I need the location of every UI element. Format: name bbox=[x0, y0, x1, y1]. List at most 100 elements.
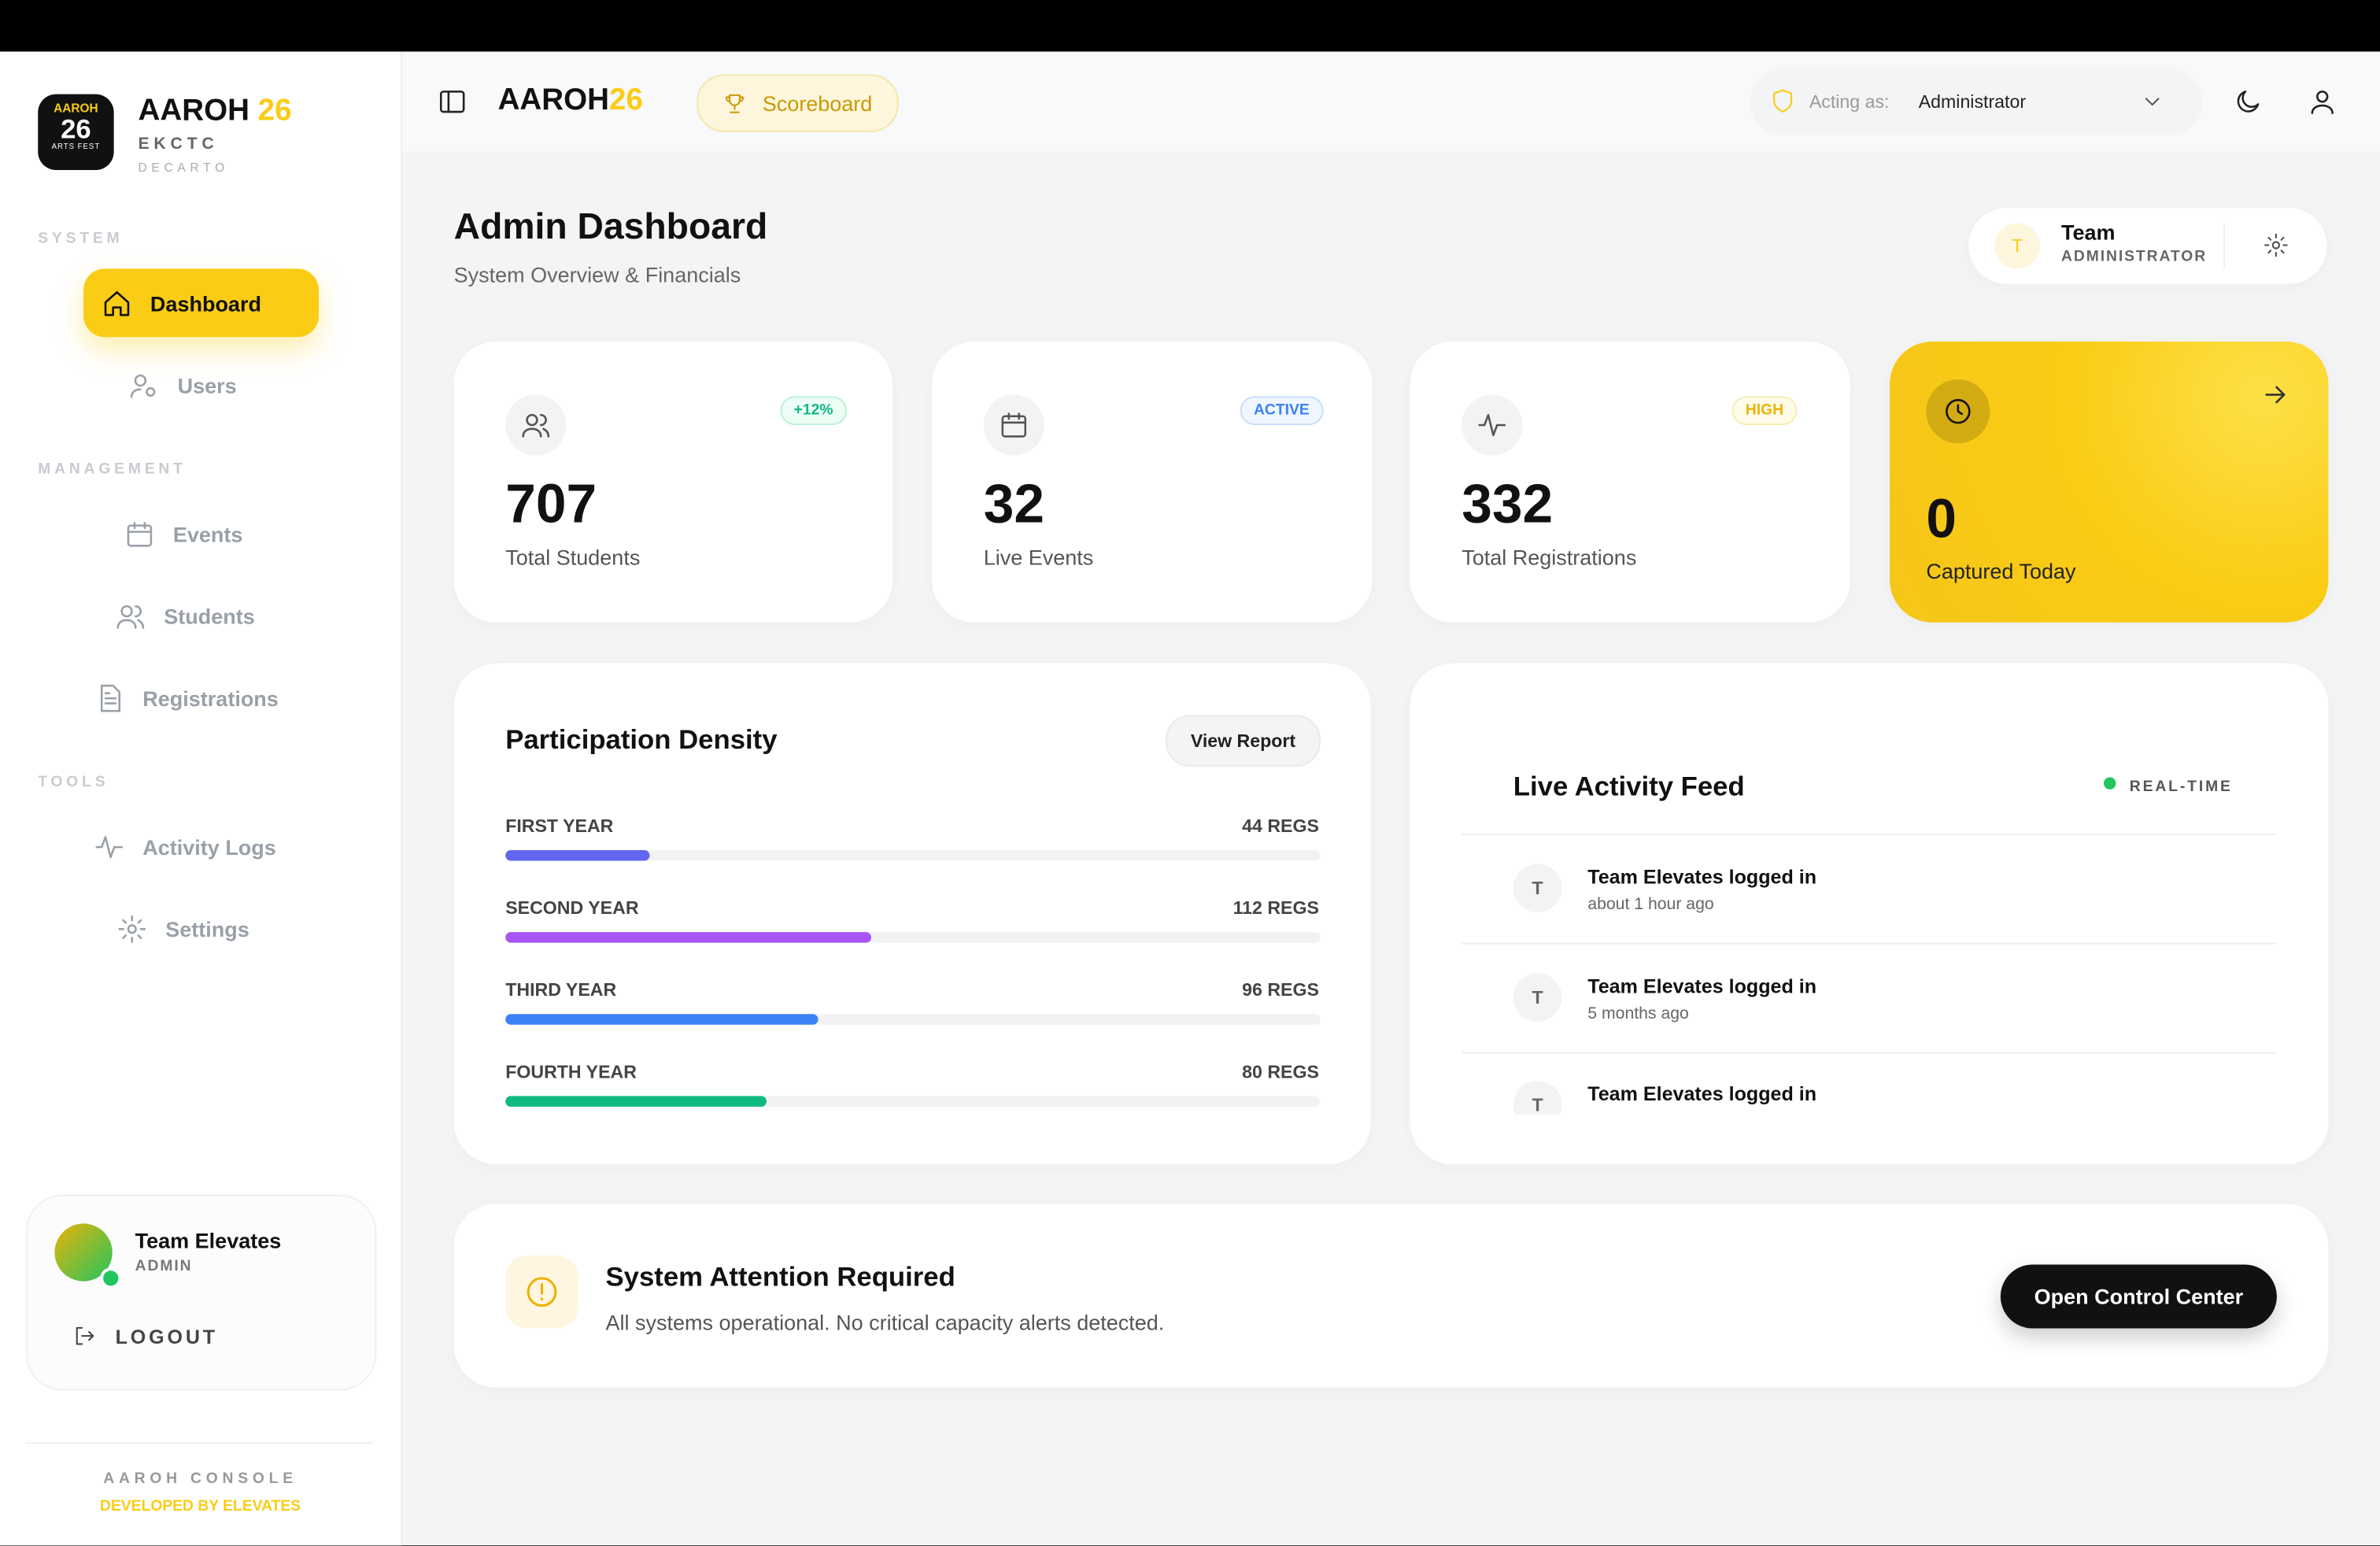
nav-item[interactable]: Events bbox=[124, 520, 242, 550]
sidebar: AAROH 26 ARTS FEST AAROH 26 EKCTC DECART… bbox=[0, 51, 403, 1546]
feed-item: T bbox=[1513, 973, 1562, 1022]
brand-name: AAROH bbox=[497, 83, 610, 117]
theme-toggle[interactable] bbox=[2233, 87, 2264, 117]
stat-badge: HIGH bbox=[1731, 396, 1798, 425]
feed-text: Team Elevates logged in bbox=[1587, 975, 1817, 998]
team-name: Team bbox=[2060, 220, 2116, 245]
logout-label: LOGOUT bbox=[115, 1324, 218, 1348]
profile-button[interactable] bbox=[2307, 87, 2338, 117]
nav-item[interactable]: Users bbox=[129, 371, 237, 401]
brand-sub: EKCTC bbox=[138, 135, 219, 153]
bar-track bbox=[505, 932, 1321, 943]
bar-track bbox=[505, 849, 1321, 861]
footer-line: AAROH CONSOLE bbox=[103, 1470, 298, 1488]
section-title: TOOLS bbox=[38, 774, 109, 791]
stat-value: 332 bbox=[1462, 472, 1554, 534]
row-value: 112 REGS bbox=[1232, 897, 1319, 919]
stat-badge: +12% bbox=[780, 396, 847, 425]
divider bbox=[1462, 1052, 2277, 1054]
scoreboard-label: Scoreboard bbox=[762, 91, 873, 116]
panel-title: Live Activity Feed bbox=[1513, 771, 1745, 802]
footer-credit: DEVELOPED BY ELEVATES bbox=[100, 1498, 301, 1515]
divider bbox=[25, 1442, 374, 1444]
feed-avatar: T bbox=[1513, 864, 1562, 913]
arrow-icon bbox=[2265, 386, 2286, 404]
nav-item[interactable]: Dashboard bbox=[83, 268, 319, 338]
role-select[interactable]: Acting as: Administrator bbox=[1750, 68, 2203, 135]
nav-label: Registrations bbox=[142, 686, 279, 711]
stat-icon bbox=[505, 394, 567, 456]
feed-avatar: T bbox=[1513, 973, 1562, 1022]
divider bbox=[1462, 942, 2277, 945]
bar bbox=[505, 932, 871, 943]
alert-panel: System Attention Required All systems op… bbox=[453, 1204, 2329, 1388]
stat-card[interactable]: 0 Captured Today bbox=[1890, 341, 2329, 623]
view-report-button[interactable]: View Report bbox=[1166, 715, 1321, 767]
feed-list: T Team Elevates logged in about 1 hour a… bbox=[1462, 835, 2277, 1115]
alert-icon bbox=[505, 1255, 578, 1329]
settings-button[interactable] bbox=[2263, 232, 2289, 258]
stat-value: 0 bbox=[1926, 487, 1957, 550]
status-dot bbox=[100, 1267, 122, 1289]
logo-number: 26 bbox=[61, 113, 91, 145]
team-card: T Team ADMINISTRATOR bbox=[1968, 208, 2327, 284]
live-dot bbox=[2103, 777, 2116, 790]
control-center-button[interactable]: Open Control Center bbox=[2000, 1264, 2277, 1329]
feed-item: T bbox=[1513, 1081, 1562, 1115]
live-status: REAL-TIME bbox=[2129, 779, 2233, 796]
stat-value: 707 bbox=[505, 472, 597, 534]
nav-label: Students bbox=[164, 604, 255, 629]
nav-label: Users bbox=[177, 373, 237, 398]
section-title: MANAGEMENT bbox=[38, 461, 187, 479]
stat-icon bbox=[1926, 379, 1990, 444]
bar bbox=[505, 1096, 767, 1107]
nav-item[interactable]: Students bbox=[116, 601, 255, 632]
row-label: FOURTH YEAR bbox=[505, 1061, 637, 1083]
stat-icon bbox=[1462, 394, 1523, 456]
brand-name: AAROH bbox=[138, 94, 249, 128]
row-value: 44 REGS bbox=[1242, 815, 1319, 837]
stat-label: Live Events bbox=[983, 545, 1094, 570]
alert-title: System Attention Required bbox=[605, 1261, 955, 1293]
stat-badge: ACTIVE bbox=[1240, 396, 1324, 425]
bar-track bbox=[505, 1096, 1321, 1107]
brand-accent: 26 bbox=[257, 94, 292, 128]
feed-text: Team Elevates logged in bbox=[1587, 1082, 1817, 1105]
bar bbox=[505, 849, 649, 861]
row-label: THIRD YEAR bbox=[505, 978, 617, 1000]
nav-item[interactable]: Settings bbox=[116, 914, 249, 945]
nav-label: Settings bbox=[165, 916, 249, 941]
user-name: Team Elevates bbox=[135, 1228, 282, 1253]
team-initial: T bbox=[1994, 223, 2040, 269]
section-title: SYSTEM bbox=[38, 231, 124, 248]
acting-value: Administrator bbox=[1918, 91, 2027, 113]
participation-panel: Participation Density View Report FIRST … bbox=[453, 663, 1371, 1165]
sidebar-toggle[interactable] bbox=[437, 87, 468, 117]
logo-badge: AAROH 26 ARTS FEST bbox=[38, 94, 114, 170]
nav-item[interactable]: Registrations bbox=[94, 683, 279, 714]
brand-sub: DECARTO bbox=[138, 161, 229, 175]
stat-card: ACTIVE 32 Live Events bbox=[932, 341, 1373, 623]
page-title: Admin Dashboard bbox=[453, 206, 768, 248]
stat-label: Total Registrations bbox=[1462, 545, 1637, 570]
stat-card: HIGH 332 Total Registrations bbox=[1410, 341, 1850, 623]
row-value: 80 REGS bbox=[1242, 1061, 1319, 1083]
feed-item: T bbox=[1513, 864, 1562, 913]
feed-time: 5 months ago bbox=[1587, 1004, 1689, 1023]
user-role: ADMIN bbox=[135, 1258, 193, 1275]
scoreboard-button[interactable]: Scoreboard bbox=[697, 74, 899, 132]
logout[interactable]: LOGOUT bbox=[73, 1324, 218, 1348]
feed-time: about 1 hour ago bbox=[1587, 895, 1714, 914]
nav-label: Events bbox=[172, 522, 243, 547]
acting-label: Acting as: bbox=[1809, 91, 1890, 113]
topbar: AAROH26 Scoreboard Acting as: Administra… bbox=[402, 51, 2380, 152]
nav-item[interactable]: Activity Logs bbox=[94, 832, 276, 863]
divider bbox=[1462, 833, 2277, 835]
brand: AAROH 26 bbox=[138, 94, 291, 129]
stat-icon bbox=[983, 394, 1044, 456]
brand-accent: 26 bbox=[609, 83, 643, 117]
stat-card: +12% 707 Total Students bbox=[453, 341, 893, 623]
stat-label: Total Students bbox=[505, 545, 641, 570]
